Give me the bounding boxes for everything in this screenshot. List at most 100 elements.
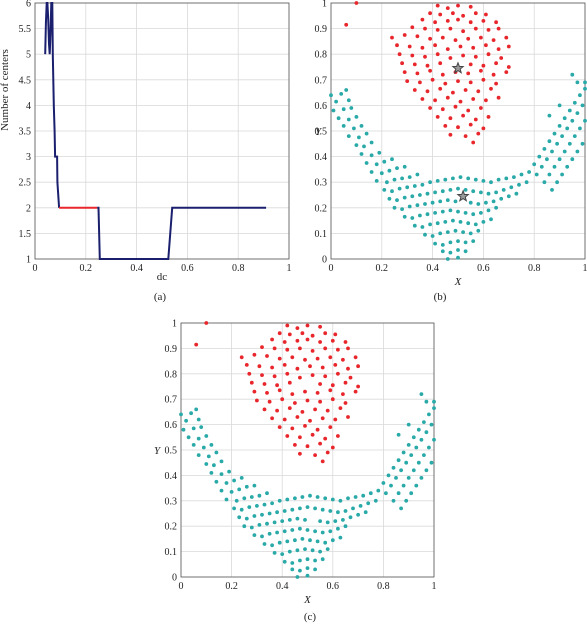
- scatter-point-red: [282, 363, 287, 367]
- scatter-point-teal: [424, 430, 429, 435]
- scatter-point-teal: [237, 515, 242, 520]
- scatter-point-teal: [392, 205, 397, 210]
- scatter-point-red: [346, 415, 350, 419]
- scatter-point-teal: [476, 202, 481, 206]
- scatter-point-red: [346, 366, 350, 371]
- scatter-point-teal: [406, 443, 411, 447]
- x-tick-label: 0.4: [276, 581, 289, 592]
- scatter-point-red: [298, 346, 302, 351]
- scatter-point-teal: [267, 511, 272, 516]
- scatter-point-teal: [260, 512, 264, 517]
- scatter-point-teal: [186, 435, 191, 440]
- scatter-point-teal: [330, 538, 335, 543]
- scatter-point-teal: [399, 468, 403, 473]
- scatter-point-teal: [560, 172, 564, 177]
- scatter-point-teal: [262, 502, 267, 507]
- scatter-point-teal: [420, 225, 425, 229]
- scatter-point-teal: [410, 194, 415, 199]
- scatter-point-teal: [550, 188, 554, 192]
- scatter-point-teal: [323, 496, 328, 501]
- scatter-point-red: [356, 384, 360, 389]
- scatter-point-red: [468, 20, 473, 25]
- scatter-point-red: [285, 347, 290, 352]
- scatter-point-teal: [580, 103, 585, 108]
- scatter-point-teal: [466, 176, 471, 181]
- scatter-point-red: [484, 12, 488, 17]
- scatter-point-red: [255, 398, 259, 403]
- scatter-point-teal: [479, 190, 483, 195]
- x-tick-label: 0: [329, 263, 334, 274]
- scatter-point-red: [479, 68, 483, 73]
- y-tick-label: 0.9: [165, 344, 178, 355]
- panel-a: 0 0.2 0.4 0.6 0.8 1 1 1.5 2 2.5 3 3.5 4 4.5 5 5.5 6 dc Num…: [0, 0, 292, 303]
- scatter-point-red: [318, 324, 322, 329]
- y-tick-label: 0.1: [165, 547, 178, 558]
- scatter-point-red: [353, 355, 358, 360]
- scatter-point-red: [315, 356, 320, 361]
- scatter-point-red: [486, 28, 491, 32]
- scatter-point-teal: [448, 208, 453, 213]
- scatter-point-red: [412, 88, 417, 92]
- y-tick-label: 0.2: [165, 522, 178, 533]
- scatter-point-red: [272, 374, 277, 379]
- scatter-point-teal: [386, 473, 391, 478]
- scatter-point-red: [463, 88, 468, 92]
- scatter-point-red: [277, 388, 282, 393]
- x-tick-label: 1: [432, 581, 437, 592]
- scatter-point-teal: [578, 93, 582, 98]
- scatter-point-teal: [557, 103, 562, 108]
- y-axis-label: Number of centers: [0, 49, 11, 131]
- scatter-point-teal: [364, 161, 369, 165]
- scatter-point-teal: [353, 495, 358, 499]
- scatter-point-red: [313, 453, 317, 457]
- scatter-point-red: [420, 97, 425, 101]
- x-axis-label: X: [454, 276, 463, 288]
- scatter-point-teal: [547, 113, 552, 118]
- scatter-point-teal: [537, 154, 542, 159]
- scatter-point-teal: [405, 185, 410, 190]
- scatter-point-teal: [374, 162, 379, 167]
- scatter-point-teal: [519, 172, 524, 177]
- scatter-point-red: [481, 63, 486, 68]
- scatter-point-teal: [277, 540, 282, 545]
- scatter-point-teal: [252, 533, 257, 537]
- scatter-point-red: [428, 11, 432, 16]
- scatter-point-teal: [204, 434, 209, 438]
- scatter-point-red: [260, 373, 264, 377]
- scatter-point-red: [481, 77, 486, 82]
- scatter-point-teal: [416, 460, 421, 465]
- scatter-point-teal: [471, 189, 476, 194]
- scatter-point-teal: [290, 528, 295, 532]
- scatter-point-teal: [341, 107, 346, 112]
- scatter-point-teal: [456, 248, 460, 252]
- scatter-point-teal: [244, 516, 249, 521]
- scatter-point-teal: [443, 177, 448, 182]
- scatter-point-teal: [407, 175, 412, 180]
- scatter-point-teal: [445, 198, 450, 203]
- scatter-point-teal: [242, 524, 247, 529]
- scatter-point-red: [435, 3, 440, 8]
- scatter-point-red: [445, 47, 450, 51]
- scatter-point-teal: [191, 443, 196, 447]
- x-axis-label: X: [303, 594, 312, 606]
- scatter-point-teal: [583, 80, 587, 85]
- scatter-point-teal: [499, 196, 504, 201]
- scatter-point-teal: [214, 450, 219, 455]
- scatter-point-teal: [387, 196, 392, 201]
- scatter-point-red: [343, 340, 348, 344]
- scatter-point-red: [506, 44, 511, 49]
- scatter-point-teal: [196, 436, 201, 441]
- scatter-point-red: [473, 26, 478, 31]
- scatter-point-teal: [409, 491, 414, 496]
- scatter-point-red: [318, 441, 322, 446]
- scatter-point-red: [461, 29, 465, 34]
- scatter-point-teal: [382, 159, 387, 164]
- scatter-point-red: [344, 22, 349, 27]
- scatter-point-red: [277, 425, 282, 429]
- scatter-point-teal: [423, 202, 427, 206]
- scatter-point-teal: [432, 406, 436, 410]
- scatter-point-red: [494, 20, 498, 25]
- scatter-point-teal: [491, 199, 496, 204]
- scatter-point-teal: [473, 177, 478, 182]
